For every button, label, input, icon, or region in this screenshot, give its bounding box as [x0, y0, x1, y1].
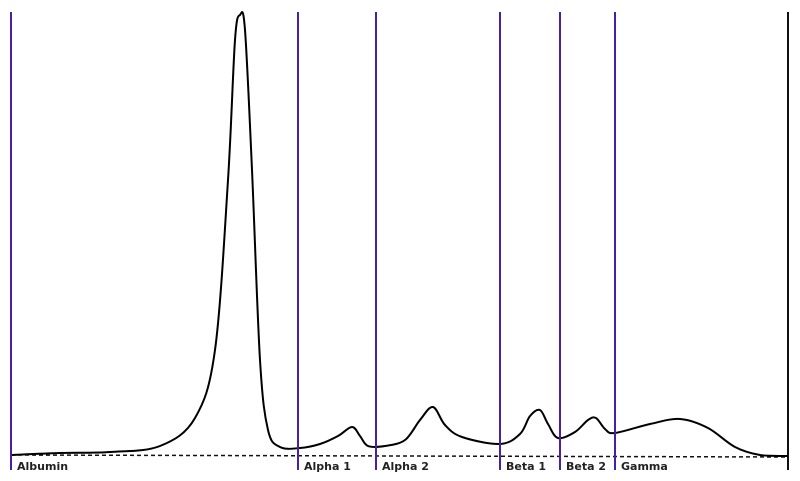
fraction-label: Beta 2 — [566, 460, 606, 473]
fraction-label: Albumin — [17, 460, 68, 473]
fraction-label: Gamma — [621, 460, 668, 473]
baseline — [10, 454, 789, 458]
fraction-label: Alpha 2 — [382, 460, 429, 473]
fraction-label: Beta 1 — [506, 460, 546, 473]
density-curve — [10, 11, 789, 458]
fraction-label: Alpha 1 — [304, 460, 351, 473]
